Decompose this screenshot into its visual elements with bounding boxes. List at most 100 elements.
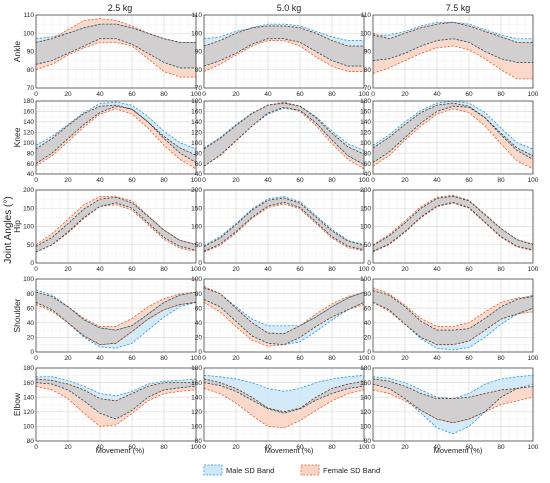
x-tick-label: 60 [465, 177, 473, 184]
sd-bands [373, 374, 533, 435]
panel-frame [203, 14, 365, 89]
panel-frame [35, 278, 197, 353]
sd-bands [204, 196, 364, 253]
y-tick-label: 80 [195, 438, 203, 445]
y-tick-label: 160 [360, 109, 371, 116]
x-tick-label: 40 [433, 177, 441, 184]
y-tick-label: 80 [195, 67, 203, 74]
x-tick-label: 0 [202, 266, 206, 273]
overlap-lower-line [36, 38, 196, 69]
x-tick-label: 80 [497, 177, 505, 184]
x-tick-label: 60 [128, 444, 136, 451]
overlap-upper-line [36, 104, 196, 156]
x-tick-label: 0 [371, 444, 375, 451]
overlap-band [204, 287, 364, 345]
female-lower-line [36, 41, 196, 78]
y-tick-label: 40 [195, 171, 203, 178]
overlap-band [204, 198, 364, 252]
legend-female-label: Female SD Band [323, 466, 380, 475]
column-title-2-5kg: 2.5 kg [108, 3, 133, 13]
x-tick-label: 100 [191, 355, 202, 362]
y-tick-label: 40 [364, 171, 372, 178]
overlap-band [36, 378, 196, 420]
overlap-band [36, 292, 196, 345]
legend: Male SD Band Female SD Band [203, 464, 380, 476]
overlap-upper-line [204, 378, 364, 413]
x-tick-label: 60 [296, 177, 304, 184]
x-tick-label: 100 [528, 355, 539, 362]
overlap-band [373, 22, 533, 63]
overlap-band [373, 103, 533, 163]
overlap-lower-line [36, 105, 196, 164]
panel-frame [372, 100, 534, 175]
x-tick-label: 0 [34, 91, 38, 98]
sd-bands [36, 18, 196, 78]
y-tick-label: 100 [360, 30, 371, 37]
y-tick-label: 200 [191, 187, 202, 194]
x-tick-label: 40 [96, 177, 104, 184]
legend-male-label: Male SD Band [226, 466, 274, 475]
x-tick-label: 40 [433, 355, 441, 362]
sd-bands [373, 101, 533, 170]
sd-bands [373, 287, 533, 351]
global-y-axis-label: Joint Angles (°) [3, 196, 14, 263]
male-lower-line [204, 107, 364, 167]
y-tick-label: 60 [364, 161, 372, 168]
x-tick-label: 20 [401, 355, 409, 362]
y-tick-label: 80 [27, 67, 35, 74]
sd-bands [36, 101, 196, 170]
y-tick-label: 40 [364, 320, 372, 327]
x-tick-label: 100 [528, 266, 539, 273]
row-label-shoulder: Shoulder [12, 298, 22, 332]
y-tick-label: 120 [191, 409, 202, 416]
overlap-upper-line [204, 287, 364, 335]
male-upper-line [204, 374, 364, 392]
female-lower-line [373, 45, 533, 80]
y-tick-label: 110 [361, 12, 372, 19]
x-tick-label: 20 [232, 355, 240, 362]
x-tick-label: 40 [264, 355, 272, 362]
y-tick-label: 50 [27, 242, 35, 249]
female-lower-line [373, 202, 533, 253]
y-tick-label: 100 [191, 424, 202, 431]
y-tick-label: 80 [364, 67, 372, 74]
y-tick-label: 0 [367, 349, 371, 356]
sd-bands [204, 101, 364, 170]
overlap-upper-line [36, 291, 196, 331]
female-lower-line [36, 385, 196, 427]
y-tick-label: 140 [191, 119, 202, 126]
sd-bands [204, 285, 364, 347]
y-tick-label: 100 [191, 276, 202, 283]
overlap-lower-line [373, 38, 533, 63]
overlap-lower-line [204, 202, 364, 252]
x-axis-label-col2: Movement (%) [265, 446, 314, 455]
column-title-5-0kg: 5.0 kg [277, 3, 302, 13]
overlap-upper-line [36, 23, 196, 43]
female-upper-line [36, 291, 196, 327]
x-tick-label: 60 [296, 91, 304, 98]
overlap-lower-line [204, 38, 364, 67]
overlap-band [204, 103, 364, 167]
x-tick-label: 80 [497, 355, 505, 362]
y-tick-label: 110 [192, 12, 203, 19]
x-tick-label: 60 [128, 177, 136, 184]
panel-frame [372, 189, 534, 264]
sd-bands [204, 23, 364, 72]
x-tick-label: 100 [359, 355, 370, 362]
x-tick-label: 0 [202, 91, 206, 98]
x-tick-label: 80 [328, 355, 336, 362]
x-tick-label: 60 [296, 355, 304, 362]
panel-frame [203, 189, 365, 264]
x-tick-label: 60 [465, 355, 473, 362]
y-tick-label: 80 [364, 438, 372, 445]
female-upper-line [204, 101, 364, 155]
y-tick-label: 180 [191, 98, 202, 105]
overlap-band [36, 197, 196, 253]
sd-bands [373, 21, 533, 80]
